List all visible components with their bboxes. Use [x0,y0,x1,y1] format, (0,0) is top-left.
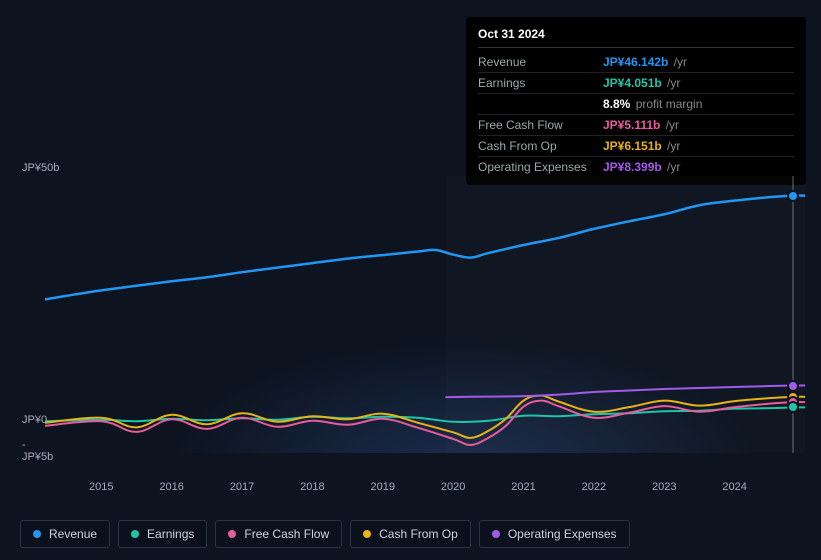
x-axis-label: 2020 [441,481,465,493]
legend-label: Earnings [147,527,194,541]
tooltip-row-unit: /yr [662,118,679,132]
x-axis-label: 2018 [300,481,324,493]
legend-dot-icon [33,530,41,538]
legend-label: Free Cash Flow [244,527,329,541]
legend-item[interactable]: Earnings [118,520,207,548]
tooltip-row-value: JP¥4.051b [603,76,662,90]
legend-dot-icon [228,530,236,538]
legend-dot-icon [492,530,500,538]
tooltip-row-unit: /yr [664,160,681,174]
tooltip-row: Free Cash Flow JP¥5.111b /yr [478,115,794,136]
tooltip-row-label: Operating Expenses [478,158,593,176]
tooltip-row-value: JP¥5.111b [603,118,660,132]
tooltip-row-label: Cash From Op [478,137,593,155]
tooltip-row: Operating Expenses JP¥8.399b /yr [478,157,794,177]
legend-item[interactable]: Free Cash Flow [215,520,342,548]
legend-dot-icon [131,530,139,538]
financials-chart-panel: Oct 31 2024 RevenueJP¥46.142b /yrEarning… [0,0,821,560]
tooltip-row-value-wrap: JP¥4.051b /yr [603,74,680,92]
x-axis-label: 2015 [89,481,113,493]
series-marker [787,401,799,413]
tooltip-row-value-wrap: JP¥46.142b /yr [603,53,687,71]
series-marker [787,380,799,392]
legend-item[interactable]: Cash From Op [350,520,471,548]
tooltip-row-value: JP¥8.399b [603,160,662,174]
legend-dot-icon [363,530,371,538]
tooltip-row-value-wrap: 8.8% profit margin [603,95,702,113]
chart-plot[interactable] [45,176,805,453]
tooltip-row-label: Free Cash Flow [478,116,593,134]
tooltip-row-unit: /yr [664,76,681,90]
tooltip-row-value: JP¥46.142b [603,55,668,69]
tooltip-row: Cash From Op JP¥6.151b /yr [478,136,794,157]
legend-label: Operating Expenses [508,527,617,541]
x-axis-label: 2021 [511,481,535,493]
legend-label: Revenue [49,527,97,541]
x-axis-label: 2024 [722,481,746,493]
tooltip-row-value-wrap: JP¥5.111b /yr [603,116,679,134]
x-axis-label: 2016 [159,481,183,493]
tooltip-row-label: Earnings [478,74,593,92]
tooltip-row-label [478,95,593,113]
x-axis-label: 2017 [230,481,254,493]
tooltip-row: 8.8% profit margin [478,94,794,115]
legend-label: Cash From Op [379,527,458,541]
tooltip-row-unit: /yr [664,139,681,153]
tooltip-row: Earnings JP¥4.051b /yr [478,73,794,94]
tooltip-row-label: Revenue [478,53,593,71]
tooltip-row-value-wrap: JP¥6.151b /yr [603,137,680,155]
tooltip-row-unit: /yr [670,55,687,69]
y-axis-label: JP¥50b [22,162,59,174]
x-axis-label: 2019 [371,481,395,493]
y-axis-label: JP¥0 [22,414,47,426]
x-axis-label: 2022 [582,481,606,493]
tooltip-date: Oct 31 2024 [478,25,794,48]
tooltip-row-unit: profit margin [632,97,702,111]
tooltip-row-value: 8.8% [603,97,630,111]
legend-item[interactable]: Operating Expenses [479,520,630,548]
chart-legend: Revenue Earnings Free Cash Flow Cash From O… [20,520,630,548]
legend-item[interactable]: Revenue [20,520,110,548]
tooltip-row-value: JP¥6.151b [603,139,662,153]
tooltip-row: Revenue JP¥46.142b /yr [478,52,794,73]
chart-svg [45,176,805,453]
x-axis-label: 2023 [652,481,676,493]
series-marker [787,190,799,202]
tooltip-row-value-wrap: JP¥8.399b /yr [603,158,680,176]
chart-tooltip: Oct 31 2024 RevenueJP¥46.142b /yrEarning… [466,17,806,185]
